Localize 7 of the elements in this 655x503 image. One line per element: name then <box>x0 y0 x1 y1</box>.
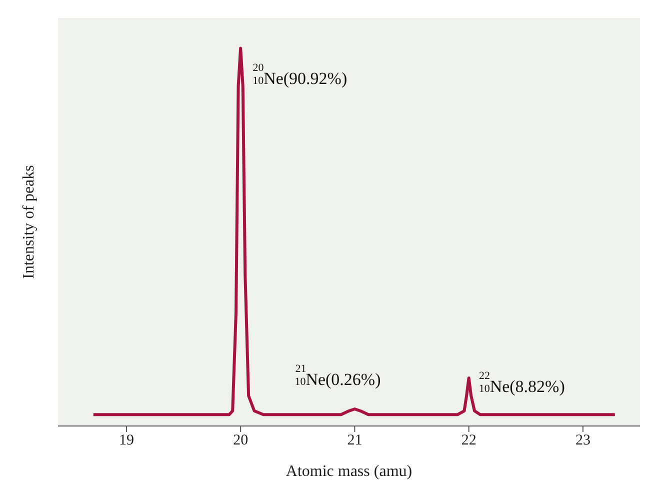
x-tick-label: 19 <box>118 432 134 449</box>
x-axis-title: Atomic mass (amu) <box>286 463 412 480</box>
y-axis-title: Intensity of peaks <box>20 165 38 279</box>
x-tick-label: 20 <box>233 432 248 449</box>
x-tick-label: 23 <box>575 432 590 449</box>
x-tick-label: 22 <box>461 432 476 449</box>
x-tick-label: 21 <box>347 432 362 449</box>
